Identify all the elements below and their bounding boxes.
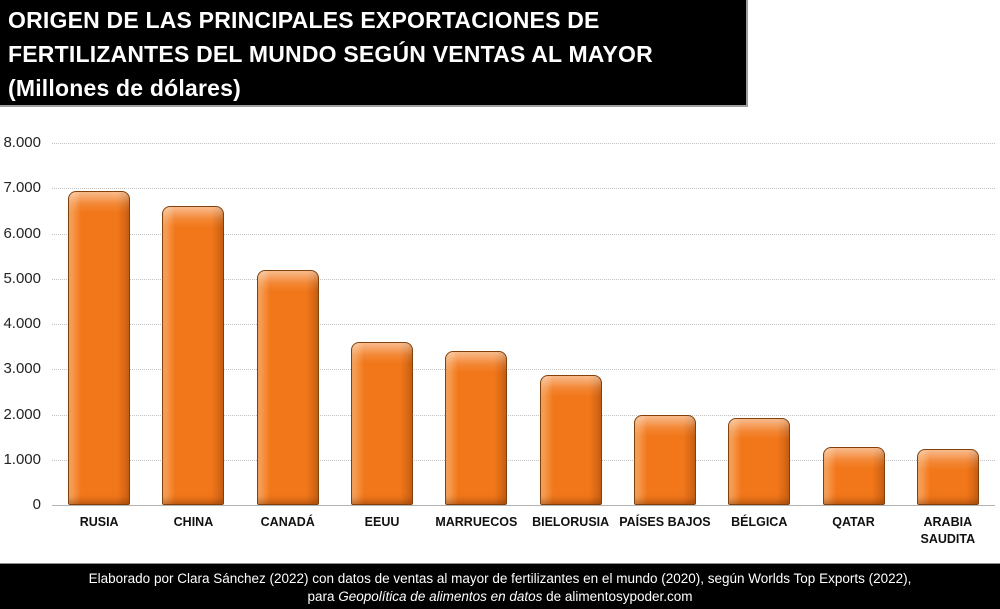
footer-credit-publication: Geopolítica de alimentos en datos bbox=[338, 589, 543, 604]
y-tick-label: 7.000 bbox=[3, 179, 41, 197]
bar-qatar bbox=[822, 446, 885, 505]
plot-area: RUSIA CHINA CANADÁ EEUU MARRUECOS BIELORUSIA P… bbox=[3, 134, 995, 546]
bar-column-bielorusia: BIELORUSIA bbox=[523, 143, 617, 529]
bar-column-paises-bajos: PAÍSES BAJOS bbox=[618, 143, 712, 529]
y-tick-label: 0 bbox=[32, 496, 41, 514]
x-axis-label-rusia: RUSIA bbox=[79, 515, 119, 529]
x-axis-label-marruecos: MARRUECOS bbox=[435, 515, 518, 529]
x-axis-label-arabia-saudita: ARABIA SAUDITA bbox=[920, 515, 976, 546]
x-axis-label-belgica: BÉLGICA bbox=[731, 515, 788, 529]
bar-china bbox=[162, 206, 225, 505]
bar-column-arabia-saudita: ARABIA SAUDITA bbox=[901, 143, 995, 546]
bar-arabia-saudita bbox=[916, 449, 979, 505]
footer-credit-line1: Elaborado por Clara Sánchez (2022) con d… bbox=[88, 571, 912, 586]
bar-eeuu bbox=[351, 342, 414, 505]
x-axis-label-bielorusia: BIELORUSIA bbox=[532, 515, 610, 529]
chart-title-line1: ORIGEN DE LAS PRINCIPALES EXPORTACIONES … bbox=[8, 7, 600, 33]
y-gridline bbox=[52, 369, 995, 371]
footer-credit-prefix: para bbox=[307, 589, 339, 604]
footer-credit-line2: para Geopolítica de alimentos en datos d… bbox=[0, 588, 1000, 606]
y-gridline bbox=[52, 188, 995, 190]
bar-column-china: CHINA bbox=[146, 143, 240, 529]
y-gridline bbox=[52, 233, 995, 235]
y-tick-label: 8.000 bbox=[3, 134, 41, 152]
title-box: ORIGEN DE LAS PRINCIPALES EXPORTACIONES … bbox=[0, 0, 748, 107]
bar-belgica bbox=[728, 418, 791, 505]
y-gridline bbox=[52, 278, 995, 280]
bar-bielorusia bbox=[539, 374, 602, 505]
y-tick-label: 5.000 bbox=[3, 269, 41, 287]
x-axis-label-canada: CANADÁ bbox=[260, 515, 315, 529]
y-gridline bbox=[52, 459, 995, 461]
bar-column-canada: CANADÁ bbox=[241, 143, 335, 529]
bar-column-rusia: RUSIA bbox=[52, 143, 146, 529]
x-axis-label-china: CHINA bbox=[173, 515, 214, 529]
y-tick-label: 3.000 bbox=[3, 360, 41, 378]
y-tick-label: 1.000 bbox=[3, 450, 41, 468]
y-tick-label: 4.000 bbox=[3, 315, 41, 333]
chart-title-units: (Millones de dólares) bbox=[8, 75, 241, 101]
bar-column-belgica: BÉLGICA bbox=[712, 143, 806, 529]
y-gridline bbox=[52, 324, 995, 325]
bar-rusia bbox=[68, 190, 131, 505]
bar-column-marruecos: MARRUECOS bbox=[429, 143, 523, 529]
y-tick-label: 6.000 bbox=[3, 224, 41, 242]
bar-column-qatar: QATAR bbox=[806, 143, 900, 529]
footer-credit-suffix: de alimentosypoder.com bbox=[542, 589, 693, 604]
chart-title-line2: FERTILIZANTES DEL MUNDO SEGÚN VENTAS AL … bbox=[8, 41, 653, 67]
bar-column-eeuu: EEUU bbox=[335, 143, 429, 529]
x-axis-label-eeuu: EEUU bbox=[364, 515, 400, 529]
x-axis-label-paises-bajos: PAÍSES BAJOS bbox=[619, 515, 711, 529]
y-gridline bbox=[52, 143, 995, 144]
y-gridline bbox=[52, 414, 995, 416]
footer-box: Elaborado por Clara Sánchez (2022) con d… bbox=[0, 563, 1000, 609]
bar-canada bbox=[256, 269, 319, 505]
bar-paises-bajos bbox=[633, 414, 696, 505]
x-axis-label-qatar: QATAR bbox=[832, 515, 875, 529]
y-tick-label: 2.000 bbox=[3, 405, 41, 423]
bar-marruecos bbox=[445, 351, 508, 505]
x-axis-line bbox=[52, 505, 995, 506]
bars-row: RUSIA CHINA CANADÁ EEUU MARRUECOS BIELORUSIA P… bbox=[52, 143, 995, 546]
